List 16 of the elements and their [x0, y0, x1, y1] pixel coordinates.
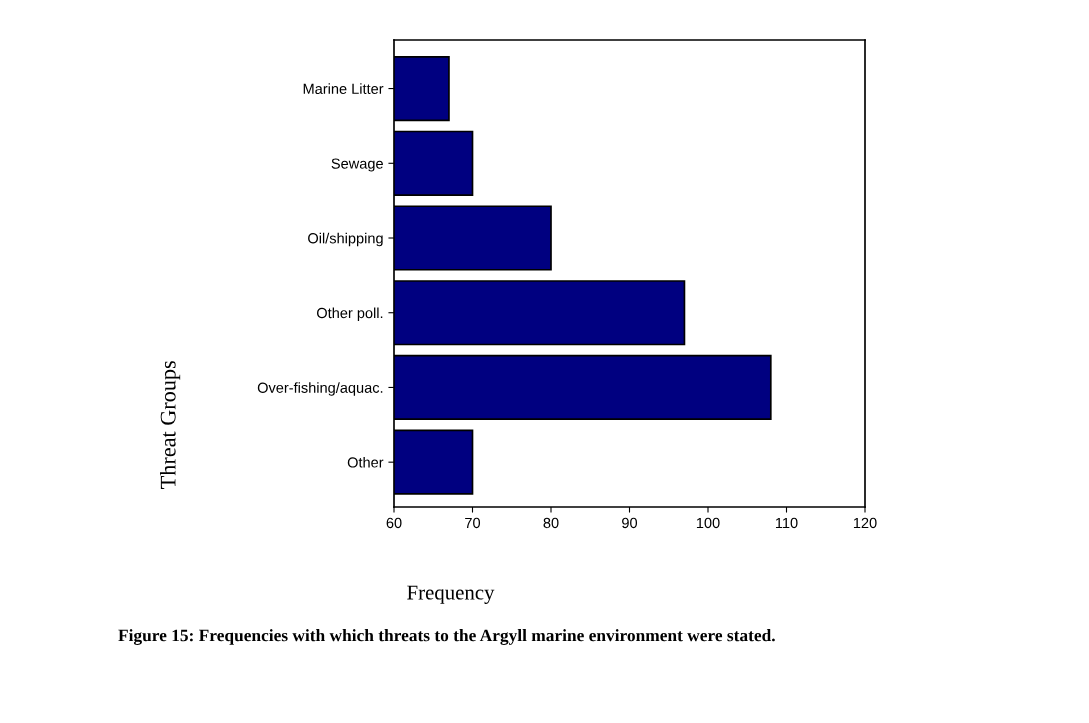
y-tick-label: Other	[347, 456, 384, 468]
x-tick-label: 100	[696, 517, 720, 529]
x-tick-label: 70	[465, 517, 481, 529]
x-tick-label: 110	[775, 517, 798, 529]
x-axis-title: Frequency	[407, 585, 495, 604]
x-tick-label: 120	[853, 517, 877, 529]
y-tick-label: Sewage	[331, 158, 383, 172]
x-tick-label: 60	[386, 517, 402, 529]
y-tick-label: Marine Litter	[303, 83, 384, 94]
y-tick-label: Other poll.	[317, 307, 383, 322]
x-tick-label: 80	[543, 517, 559, 529]
x-tick-label: 90	[622, 517, 638, 529]
y-tick-label: Over-fishing/aquac.	[257, 382, 383, 396]
y-axis-title: Threat Groups	[160, 361, 181, 489]
caption: Figure 15: Frequencies with which threats to the Argyll marine environment were stated.	[118, 629, 775, 645]
y-tick-label: Oil/shipping	[308, 232, 383, 247]
